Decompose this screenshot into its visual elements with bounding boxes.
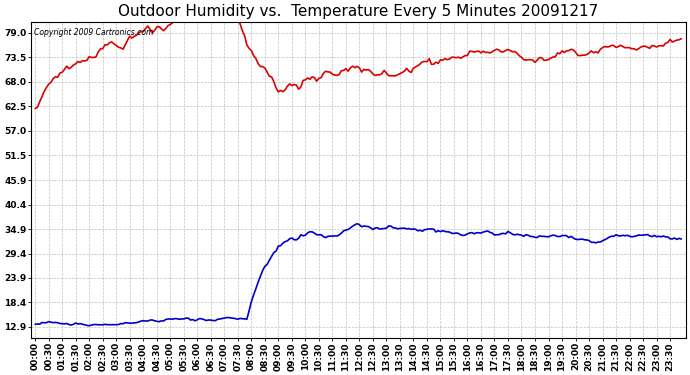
Title: Outdoor Humidity vs.  Temperature Every 5 Minutes 20091217: Outdoor Humidity vs. Temperature Every 5…	[118, 4, 598, 19]
Text: Copyright 2009 Cartronics.com: Copyright 2009 Cartronics.com	[34, 28, 153, 37]
